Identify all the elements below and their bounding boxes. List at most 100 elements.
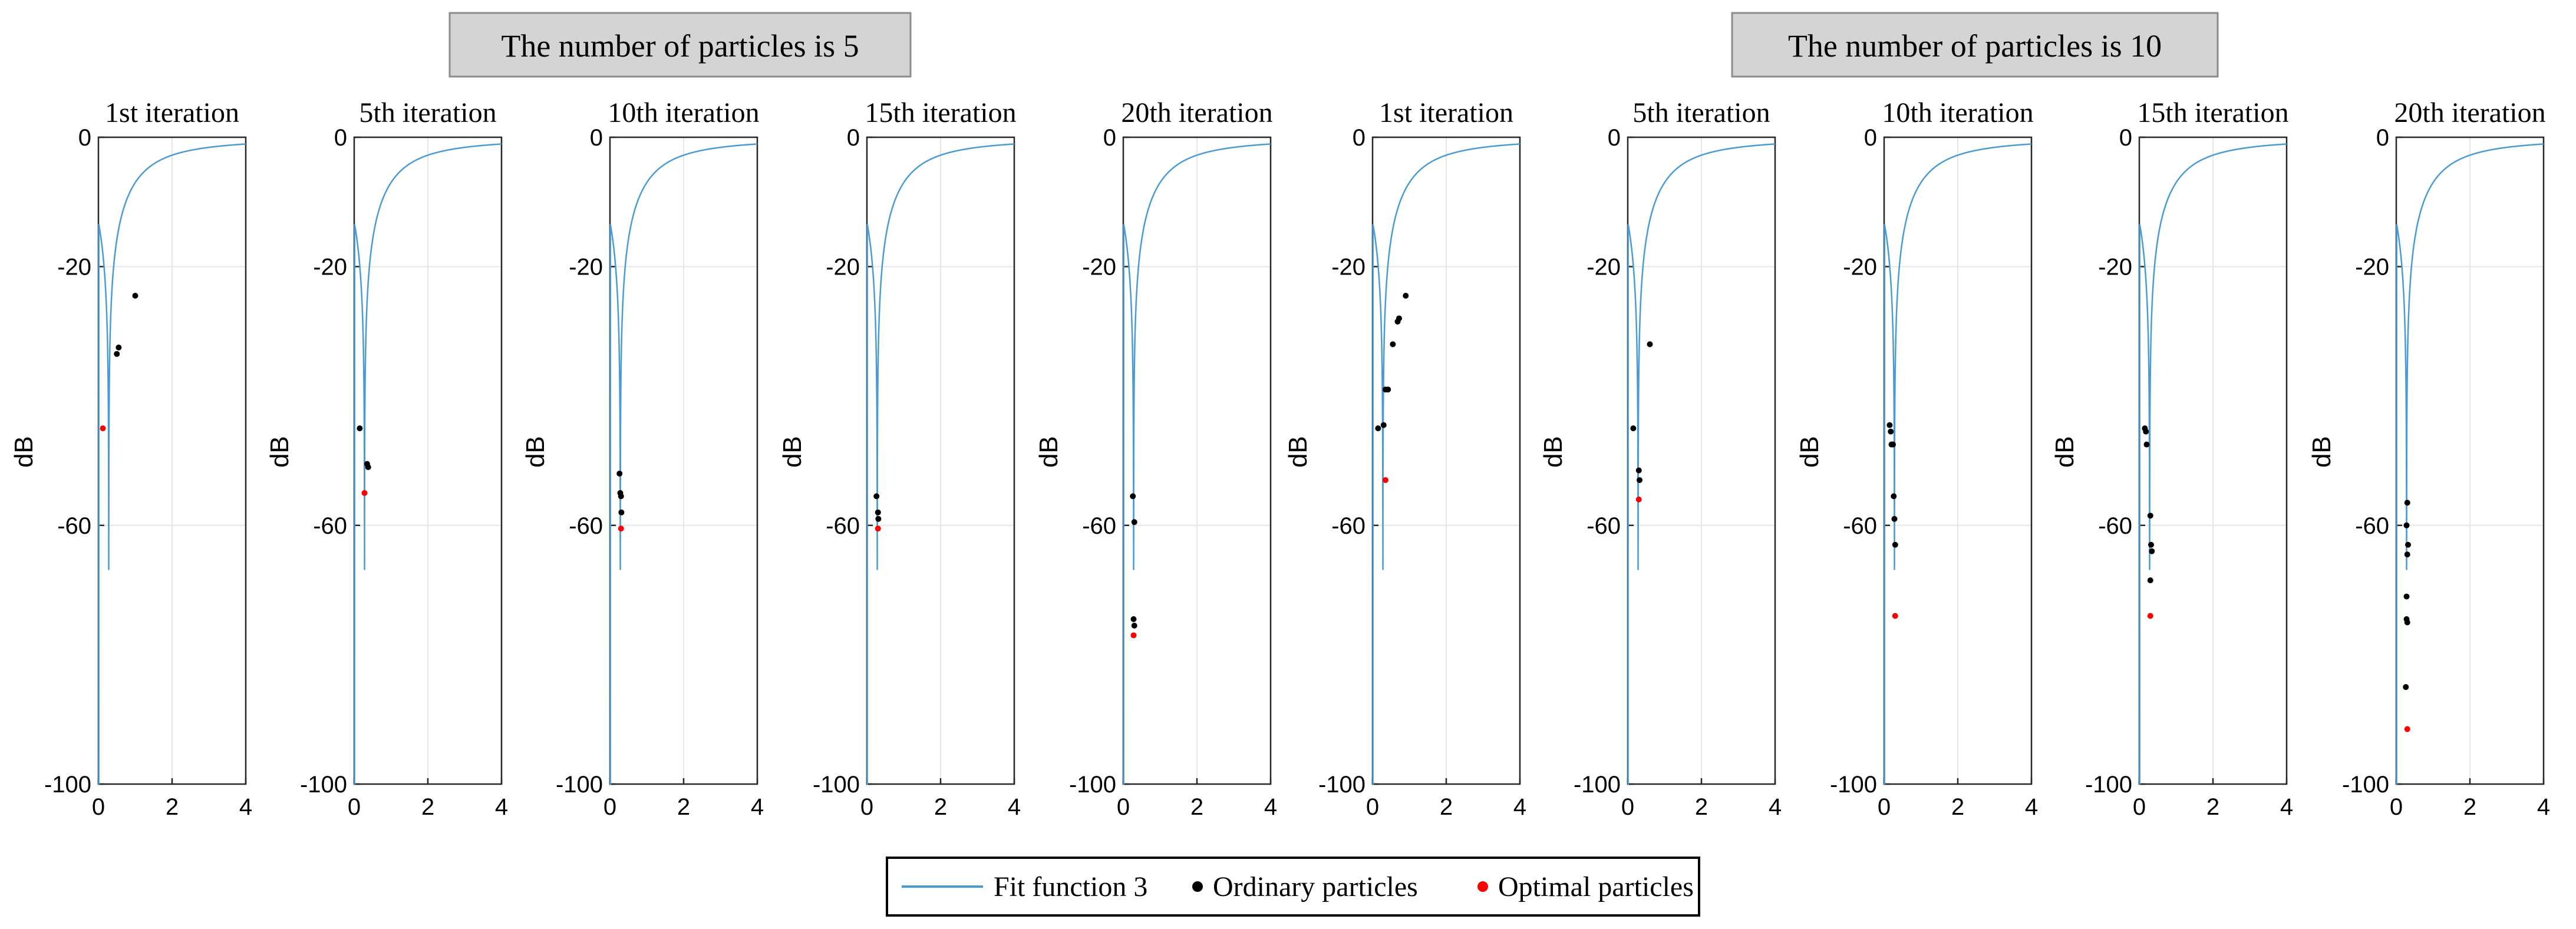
x-tick-label: 2: [1695, 794, 1708, 820]
x-tick-label: 2: [421, 794, 434, 820]
fit-function-curve: [2139, 143, 2287, 785]
fit-function-curve: [1123, 143, 1271, 785]
ordinary-particle: [116, 344, 122, 351]
fit-function-curve: [1627, 143, 1776, 785]
subplot-8: 0 2 4 0 -20 -60 -100 dB 10th iteration: [1795, 97, 2038, 820]
subplot-3: 0 2 4 0 -20 -60 -100 dB 10th iteration: [521, 97, 764, 820]
subplot-title: 15th iteration: [865, 97, 1016, 128]
y-axis-label: dB: [2307, 436, 2336, 468]
y-tick-label: 0: [334, 125, 347, 151]
y-tick-label: 0: [1103, 125, 1116, 151]
subplot-title: 5th iteration: [359, 97, 496, 128]
y-axis-label: dB: [9, 436, 38, 468]
y-tick-label: -60: [1082, 513, 1116, 539]
subplot-7: 0 2 4 0 -20 -60 -100 dB 5th iteration: [1539, 97, 1782, 820]
y-tick-label: -60: [2355, 513, 2389, 539]
ordinary-particle: [1891, 515, 1898, 522]
fit-function-curve: [1884, 143, 2032, 785]
y-tick-label: -60: [2098, 513, 2132, 539]
ordinary-particle: [1375, 425, 1381, 432]
y-axis-label: dB: [2050, 436, 2079, 468]
y-tick-label: 0: [1864, 125, 1877, 151]
x-tick-label: 2: [677, 794, 690, 820]
y-tick-label: 0: [847, 125, 860, 151]
ordinary-particle: [1891, 493, 1897, 500]
y-tick-label: -100: [44, 772, 91, 798]
y-tick-label: -100: [813, 772, 860, 798]
optimal-particle: [875, 525, 881, 532]
x-tick-label: 2: [1440, 794, 1453, 820]
y-tick-label: 0: [590, 125, 603, 151]
subplot-5: 0 2 4 0 -20 -60 -100 dB 20th iteration: [1034, 97, 1277, 820]
optimal-particle: [1382, 477, 1388, 483]
ordinary-particle: [873, 493, 880, 500]
fit-function-curve: [866, 143, 1015, 785]
y-tick-label: -100: [2085, 772, 2132, 798]
optimal-particle: [361, 490, 368, 496]
ordinary-particle: [1385, 386, 1391, 393]
x-tick-label: 4: [2280, 794, 2293, 820]
optimal-particle: [100, 425, 106, 432]
ordinary-particle: [1888, 428, 1894, 435]
ordinary-particle: [132, 293, 138, 299]
y-tick-label: -100: [1830, 772, 1877, 798]
optimal-particle: [1892, 613, 1898, 619]
ordinary-particle: [2404, 551, 2410, 558]
x-tick-label: 2: [2206, 794, 2219, 820]
y-axis-label: dB: [1539, 436, 1568, 468]
fit-function-curve: [1372, 143, 1520, 785]
ordinary-particle: [114, 351, 120, 357]
subplot-title: 1st iteration: [105, 97, 239, 128]
ordinary-particle: [1890, 441, 1896, 448]
legend-label-fit: Fit function 3: [994, 871, 1147, 902]
subplot-title: 1st iteration: [1379, 97, 1513, 128]
header-title: The number of particles is 10: [1788, 28, 2162, 64]
x-tick-label: 4: [2025, 794, 2038, 820]
ordinary-particle: [1403, 293, 1409, 299]
x-tick-label: 2: [1951, 794, 1964, 820]
ordinary-particle: [2404, 500, 2410, 506]
ordinary-particle: [2403, 593, 2410, 600]
ordinary-particle: [1131, 622, 1137, 629]
y-tick-label: 0: [1608, 125, 1621, 151]
x-tick-label: 2: [934, 794, 947, 820]
subplot-2: 0 2 4 0 -20 -60 -100 dB 5th iteration: [265, 97, 508, 820]
y-tick-label: -100: [300, 772, 347, 798]
optimal-particle: [1635, 496, 1642, 502]
y-tick-label: -60: [57, 513, 91, 539]
ordinary-particle: [2147, 513, 2153, 519]
subplot-title: 10th iteration: [1882, 97, 2033, 128]
optimal-particle: [2147, 613, 2153, 619]
legend-label-ordinary: Ordinary particles: [1213, 871, 1418, 902]
legend-ordinary-marker: [1192, 881, 1203, 892]
subplot-title: 10th iteration: [608, 97, 759, 128]
y-tick-label: 0: [2376, 125, 2389, 151]
y-tick-label: -20: [57, 254, 91, 280]
x-tick-label: 0: [1878, 794, 1891, 820]
header-5-particles: The number of particles is 5: [448, 12, 912, 78]
x-tick-label: 4: [239, 794, 252, 820]
y-tick-label: -20: [1843, 254, 1877, 280]
x-tick-label: 2: [1190, 794, 1203, 820]
ordinary-particle: [357, 425, 363, 432]
fit-function-curve: [2396, 143, 2544, 785]
y-axis-label: dB: [265, 436, 294, 468]
ordinary-particle: [2404, 619, 2410, 626]
header-box: [1731, 12, 2219, 78]
subplot-9: 0 2 4 0 -20 -60 -100 dB 15th iteration: [2050, 97, 2293, 820]
y-tick-label: -20: [2098, 254, 2132, 280]
optimal-particle: [2404, 726, 2410, 732]
ordinary-particle: [875, 515, 882, 522]
ordinary-particle: [2405, 541, 2411, 548]
x-tick-label: 4: [1769, 794, 1782, 820]
x-tick-label: 0: [1366, 794, 1379, 820]
ordinary-particle: [2403, 522, 2410, 528]
ordinary-particle: [1130, 616, 1137, 623]
y-tick-label: -60: [569, 513, 603, 539]
x-tick-label: 2: [166, 794, 179, 820]
x-tick-label: 4: [1008, 794, 1021, 820]
ordinary-particle: [1390, 341, 1396, 348]
y-tick-label: -100: [1069, 772, 1116, 798]
x-tick-label: 2: [2463, 794, 2476, 820]
